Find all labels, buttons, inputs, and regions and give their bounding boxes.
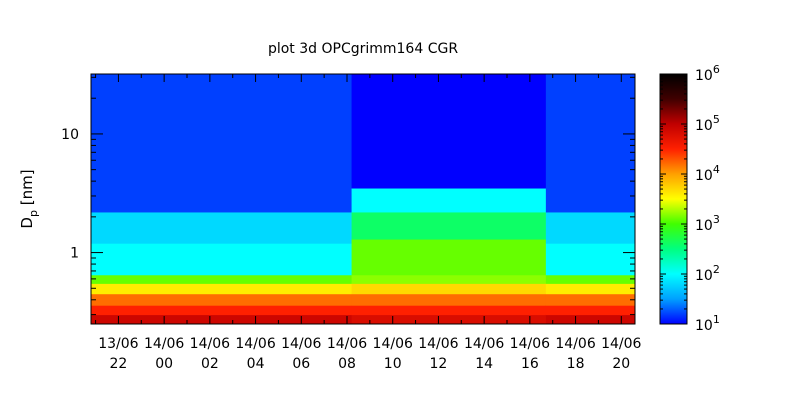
x-axis-ticks: 13/06 22 14/06 00 14/06 02 14/06 04 14/06 06 14/06… (95, 74, 642, 372)
x-tick-time-label: 08 (338, 356, 356, 372)
x-tick-date-label: 13/06 (98, 336, 138, 352)
heatmap-cell-r0-b5 (91, 243, 353, 276)
x-tick-date-label: 14/06 (418, 336, 458, 352)
colorbar-tick-label: 101 (695, 313, 720, 334)
x-tick-time-label: 04 (247, 356, 265, 372)
x-tick-time-label: 20 (612, 356, 630, 372)
x-tick-date-label: 14/06 (373, 336, 413, 352)
x-tick-time-label: 22 (110, 356, 128, 372)
x-tick-date-label: 14/06 (555, 336, 595, 352)
plot-area (91, 74, 635, 324)
colorbar-tick-label: 104 (695, 163, 720, 184)
heatmap-cell-r2-b2 (545, 293, 635, 306)
heatmap-cell-r1-b2 (351, 293, 547, 306)
heatmap-cell-r2-b6 (545, 211, 635, 244)
colorbar-tick-label: 103 (695, 213, 720, 234)
x-tick-date-label: 14/06 (327, 336, 367, 352)
colorbar-tick-label: 102 (695, 263, 720, 284)
heatmap-cell-r1-b4 (351, 274, 547, 284)
heatmap-cell-r1-b7 (351, 188, 547, 213)
colorbar-tick-label: 105 (695, 113, 720, 134)
heatmap-cell-r2-b7 (545, 74, 635, 213)
heatmap-cell-r2-b5 (545, 243, 635, 276)
x-tick-date-label: 14/06 (510, 336, 550, 352)
colorbar (659, 73, 688, 325)
heatmap-cell-r2-b1 (545, 305, 635, 316)
x-tick-date-label: 14/06 (144, 336, 184, 352)
y-tick-label: 1 (70, 246, 79, 262)
heatmap-cell-r0-b3 (91, 283, 353, 295)
y-tick-label: 10 (61, 127, 79, 143)
x-tick-time-label: 00 (155, 356, 173, 372)
heatmap-cell-r0-b2 (91, 293, 353, 306)
heatmap-cell-r0-b0 (91, 314, 353, 324)
plot-frame (90, 73, 636, 325)
x-tick-time-label: 18 (567, 356, 585, 372)
x-tick-date-label: 14/06 (190, 336, 230, 352)
x-tick-date-label: 14/06 (281, 336, 321, 352)
x-tick-time-label: 06 (292, 356, 310, 372)
heatmap-cell-r0-b6 (91, 211, 353, 244)
heatmap-cell-r2-b3 (545, 283, 635, 295)
heatmap-cell-r1-b5 (351, 239, 547, 276)
heatmap-cell-r1-b3 (351, 283, 547, 295)
x-tick-time-label: 10 (384, 356, 402, 372)
x-tick-time-label: 16 (521, 356, 539, 372)
heatmap-cell-r2-b4 (545, 274, 635, 284)
x-tick-time-label: 12 (430, 356, 448, 372)
heatmap-cell-r1-b1 (351, 305, 547, 316)
heatmap-cell-r1-b8 (351, 74, 547, 189)
heatmap-cell-r2-b0 (545, 314, 635, 324)
x-tick-date-label: 14/06 (464, 336, 504, 352)
x-tick-date-label: 14/06 (601, 336, 641, 352)
chart-title: plot 3d OPCgrimm164 CGR (268, 41, 458, 57)
heatmap-cell-r0-b4 (91, 274, 353, 284)
colorbar-ticks: 101 102 103 104 105 106 (660, 63, 720, 334)
y-axis-label: Dp [nm] (18, 169, 40, 228)
heatmap-cell-r1-b6 (351, 211, 547, 240)
x-tick-time-label: 02 (201, 356, 219, 372)
colorbar-tick-label: 106 (695, 63, 720, 84)
heatmap-cell-r0-b7 (91, 74, 353, 213)
x-tick-time-label: 14 (475, 356, 493, 372)
heatmap-cell-r0-b1 (91, 305, 353, 316)
heatmap-cell-r1-b0 (351, 314, 547, 324)
y-axis-ticks: 1 10 (61, 76, 635, 316)
x-tick-date-label: 14/06 (235, 336, 275, 352)
